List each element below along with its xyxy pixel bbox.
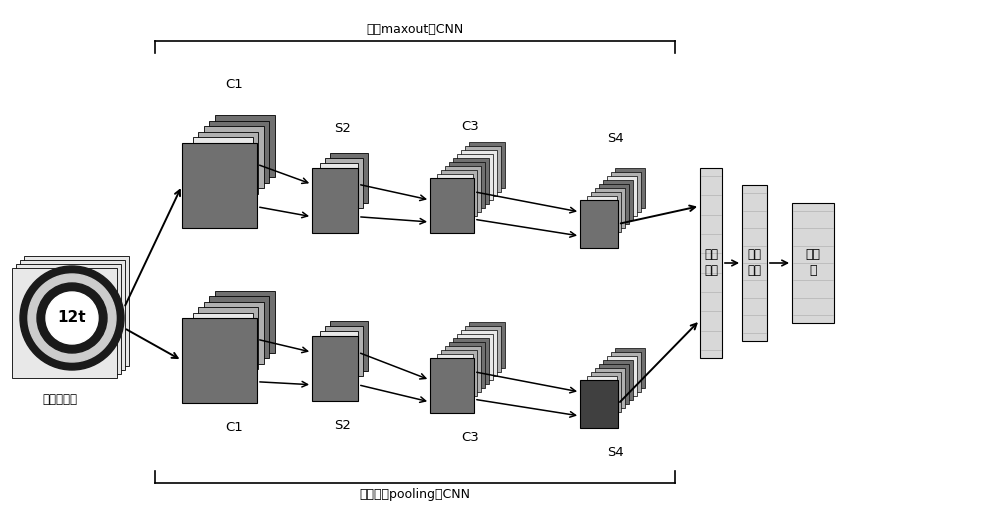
Text: C1: C1 <box>226 78 243 91</box>
Bar <box>583 200 613 240</box>
Bar <box>469 322 505 368</box>
Bar <box>603 180 633 220</box>
Circle shape <box>20 266 124 370</box>
Bar <box>187 143 247 205</box>
Bar <box>615 168 645 208</box>
Bar <box>16 264 121 374</box>
Text: 采用maxout的CNN: 采用maxout的CNN <box>366 23 464 36</box>
Bar <box>453 338 489 384</box>
Bar <box>445 346 481 392</box>
Bar <box>611 172 641 212</box>
Text: 全连
接层: 全连 接层 <box>748 248 762 278</box>
Bar <box>742 186 767 341</box>
Circle shape <box>28 274 116 362</box>
Bar <box>595 188 625 228</box>
Bar <box>591 372 621 412</box>
Text: C3: C3 <box>461 431 479 444</box>
Bar <box>433 358 469 404</box>
Bar <box>607 176 637 216</box>
Circle shape <box>37 283 107 353</box>
Bar <box>198 132 258 194</box>
Bar <box>453 158 489 204</box>
Bar <box>192 312 252 374</box>
Bar <box>312 168 358 233</box>
Bar <box>449 162 485 208</box>
Bar <box>214 290 274 352</box>
Bar <box>461 150 497 196</box>
Bar <box>24 256 129 366</box>
Text: S4: S4 <box>607 132 623 145</box>
Bar <box>587 196 617 236</box>
Bar <box>615 348 645 388</box>
Text: 分类
器: 分类 器 <box>806 248 821 278</box>
Bar <box>209 121 269 183</box>
Text: C3: C3 <box>461 120 479 133</box>
Bar <box>465 146 501 192</box>
Bar <box>587 376 617 416</box>
Bar <box>330 153 368 203</box>
Bar <box>603 360 633 400</box>
Bar <box>599 184 629 224</box>
Bar <box>12 268 117 378</box>
Text: S2: S2 <box>335 122 351 135</box>
Bar <box>595 368 625 408</box>
Bar <box>437 354 473 400</box>
Bar <box>580 200 618 248</box>
Bar <box>469 142 505 188</box>
Bar <box>441 350 477 396</box>
Bar <box>611 352 641 392</box>
Bar <box>583 380 613 420</box>
Bar <box>599 364 629 404</box>
Bar <box>325 158 363 208</box>
Text: 采用随机pooling的CNN: 采用随机pooling的CNN <box>360 488 471 501</box>
Bar <box>591 192 621 232</box>
Bar <box>445 166 481 212</box>
Text: C1: C1 <box>226 421 243 434</box>
Text: 输入图片集: 输入图片集 <box>42 393 78 406</box>
Text: S2: S2 <box>335 419 351 432</box>
Bar <box>320 163 358 213</box>
Bar <box>320 331 358 381</box>
Bar <box>457 154 493 200</box>
Bar <box>20 260 125 370</box>
Bar <box>580 380 618 428</box>
Bar <box>209 296 269 358</box>
Bar <box>182 143 257 228</box>
Bar <box>461 330 497 376</box>
Text: 12t: 12t <box>58 310 86 326</box>
Bar <box>325 326 363 376</box>
Bar <box>182 318 257 403</box>
Bar <box>607 356 637 396</box>
Bar <box>315 168 353 218</box>
Bar <box>214 115 274 177</box>
Text: 特征
向量: 特征 向量 <box>704 248 718 278</box>
Bar <box>430 178 474 233</box>
Circle shape <box>46 292 98 344</box>
Bar <box>330 321 368 371</box>
Bar <box>204 302 264 364</box>
Bar <box>441 170 477 216</box>
Bar <box>204 127 264 188</box>
Bar <box>457 334 493 380</box>
Bar <box>312 336 358 401</box>
Bar <box>433 178 469 224</box>
Bar <box>192 137 252 200</box>
Bar <box>792 203 834 323</box>
Bar <box>437 174 473 220</box>
Bar <box>187 318 247 380</box>
Text: S4: S4 <box>607 446 623 459</box>
Bar <box>465 326 501 372</box>
Bar <box>430 358 474 413</box>
Bar <box>449 342 485 388</box>
Bar <box>198 307 258 369</box>
Bar <box>315 336 353 386</box>
Bar <box>700 168 722 358</box>
